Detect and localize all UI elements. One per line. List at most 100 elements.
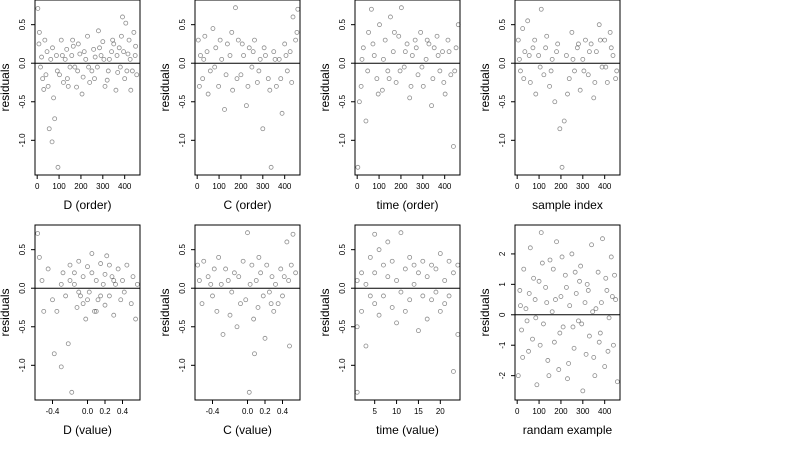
data-point [208,281,214,287]
data-point [385,239,391,245]
data-point [560,324,566,330]
data-point [217,37,223,43]
x-tick-label: 100 [532,182,546,191]
x-axis-label: time (order) [376,198,438,212]
data-point [374,76,380,82]
data-point [451,369,456,374]
x-tick-label: 0.4 [117,407,129,416]
data-point [62,56,68,62]
data-point [76,289,82,295]
data-point [273,281,278,287]
data-point [455,262,461,268]
data-point [65,341,71,347]
data-point [39,54,44,60]
data-point [245,83,251,89]
data-point [554,239,559,245]
x-tick-label: 0 [35,182,40,191]
data-point [369,6,374,12]
data-point [89,270,95,276]
data-point [603,64,609,70]
data-point [286,278,292,283]
data-point [604,80,610,85]
data-point [36,29,42,35]
data-point [530,336,535,342]
y-tick-label: -1 [498,341,507,349]
data-point [451,270,456,276]
data-point [201,258,207,264]
data-point [363,118,369,124]
data-point [287,343,292,349]
data-point [559,164,565,170]
data-point [433,289,439,295]
x-axis-label: randam example [523,423,613,437]
x-tick-label: 100 [372,182,386,191]
data-point [360,45,366,51]
data-point [385,274,391,280]
data-point [63,293,69,299]
data-point [424,274,430,280]
y-axis-label: residuals [478,288,492,336]
data-point [591,354,597,360]
data-point [268,164,274,170]
data-point [35,6,41,11]
data-point [252,37,257,43]
data-point [592,80,598,85]
data-point [379,87,385,93]
data-point [238,72,244,78]
data-point [611,342,616,348]
y-tick-label: -0.5 [178,94,187,108]
data-point [100,281,106,287]
data-point [534,382,540,388]
data-point [536,53,542,58]
y-tick-label: -1.0 [498,133,507,147]
data-point [429,297,434,303]
data-point [36,41,42,47]
data-point [398,230,404,236]
data-point [79,91,85,97]
data-point [284,239,290,245]
data-point [247,281,253,287]
data-point [58,281,64,287]
data-point [113,281,118,287]
data-point [546,373,552,379]
data-point [415,72,421,78]
data-point [85,297,90,303]
data-point [354,278,360,283]
data-point [372,231,378,237]
data-point [561,118,567,124]
data-point [124,262,130,268]
data-point [614,68,620,74]
data-point [278,266,284,272]
data-point [597,37,603,43]
data-point [385,68,391,74]
data-point [45,83,51,89]
data-point [613,297,619,302]
data-point [549,309,555,315]
data-point [69,53,75,58]
data-point [134,281,140,287]
data-point [610,53,616,58]
data-point [264,262,270,268]
data-point [130,274,136,280]
data-point [75,68,81,74]
data-point [526,53,532,58]
data-point [246,45,252,51]
data-point [50,45,55,51]
data-point [58,364,64,370]
data-point [423,56,429,62]
data-point [234,324,240,330]
data-point [229,289,235,295]
data-point [44,49,50,55]
data-point [455,22,461,28]
x-tick-label: 100 [212,182,226,191]
data-point [419,64,425,70]
data-point [424,316,430,322]
data-point [83,56,89,62]
data-point [196,83,202,89]
data-point [41,308,47,314]
data-point [597,330,603,336]
data-point [227,53,233,58]
data-point [541,321,546,327]
data-point [127,56,133,62]
data-point [262,335,268,341]
